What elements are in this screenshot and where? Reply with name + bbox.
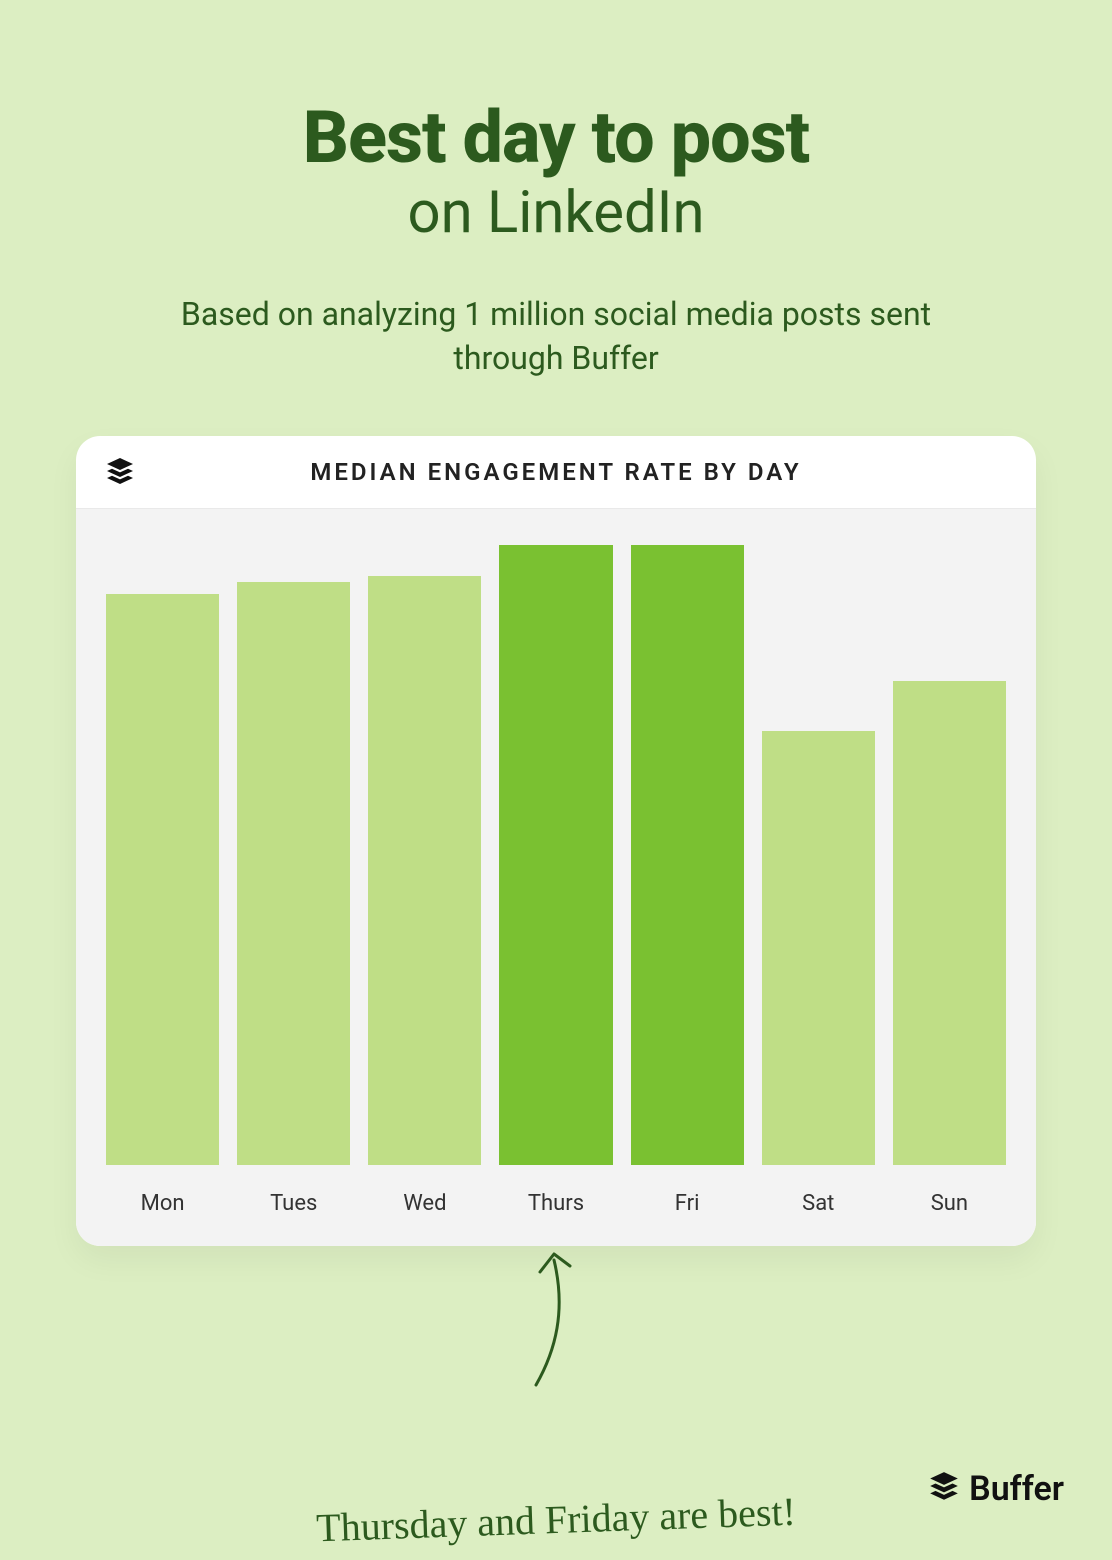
bar xyxy=(893,681,1006,1165)
bar-column xyxy=(893,681,1006,1165)
bar xyxy=(237,582,350,1165)
bar-column xyxy=(499,545,612,1165)
title-secondary: on LinkedIn xyxy=(70,182,1042,246)
bar xyxy=(368,576,481,1165)
x-axis-label: Fri xyxy=(631,1191,744,1216)
bar xyxy=(631,545,744,1165)
subtitle-text: Based on analyzing 1 million social medi… xyxy=(70,293,1042,379)
x-axis-label: Tues xyxy=(237,1191,350,1216)
bar xyxy=(499,545,612,1165)
callout-text: Thursday and Friday are best! xyxy=(69,1479,1042,1560)
x-axis-label: Sat xyxy=(762,1191,875,1216)
bar-column xyxy=(631,545,744,1165)
chart-plot-area: Mon Tues Wed Thurs Fri Sat Sun xyxy=(76,509,1036,1246)
buffer-icon xyxy=(104,456,136,488)
chart-card: MEDIAN ENGAGEMENT RATE BY DAY Mon Tues Wed… xyxy=(76,436,1036,1246)
title-primary: Best day to post xyxy=(70,100,1042,176)
x-axis-labels: Mon Tues Wed Thurs Fri Sat Sun xyxy=(106,1191,1006,1216)
x-axis-label: Thurs xyxy=(499,1191,612,1216)
bar xyxy=(762,731,875,1165)
bar-column xyxy=(106,594,219,1164)
buffer-icon xyxy=(927,1470,961,1508)
x-axis-label: Wed xyxy=(368,1191,481,1216)
arrow-icon xyxy=(496,1240,616,1390)
bar-column xyxy=(237,582,350,1165)
chart-card-header: MEDIAN ENGAGEMENT RATE BY DAY xyxy=(76,436,1036,509)
callout-arrow-container xyxy=(70,1256,1042,1386)
bar xyxy=(106,594,219,1164)
chart-title: MEDIAN ENGAGEMENT RATE BY DAY xyxy=(136,458,1008,486)
footer-brand-name: Buffer xyxy=(969,1469,1064,1509)
x-axis-label: Sun xyxy=(893,1191,1006,1216)
bar-column xyxy=(762,731,875,1165)
bars-row xyxy=(106,545,1006,1165)
bar-column xyxy=(368,576,481,1165)
infographic-container: Best day to post on LinkedIn Based on an… xyxy=(0,0,1112,1543)
title-block: Best day to post on LinkedIn xyxy=(70,100,1042,245)
x-axis-label: Mon xyxy=(106,1191,219,1216)
footer-branding: Buffer xyxy=(927,1469,1064,1509)
